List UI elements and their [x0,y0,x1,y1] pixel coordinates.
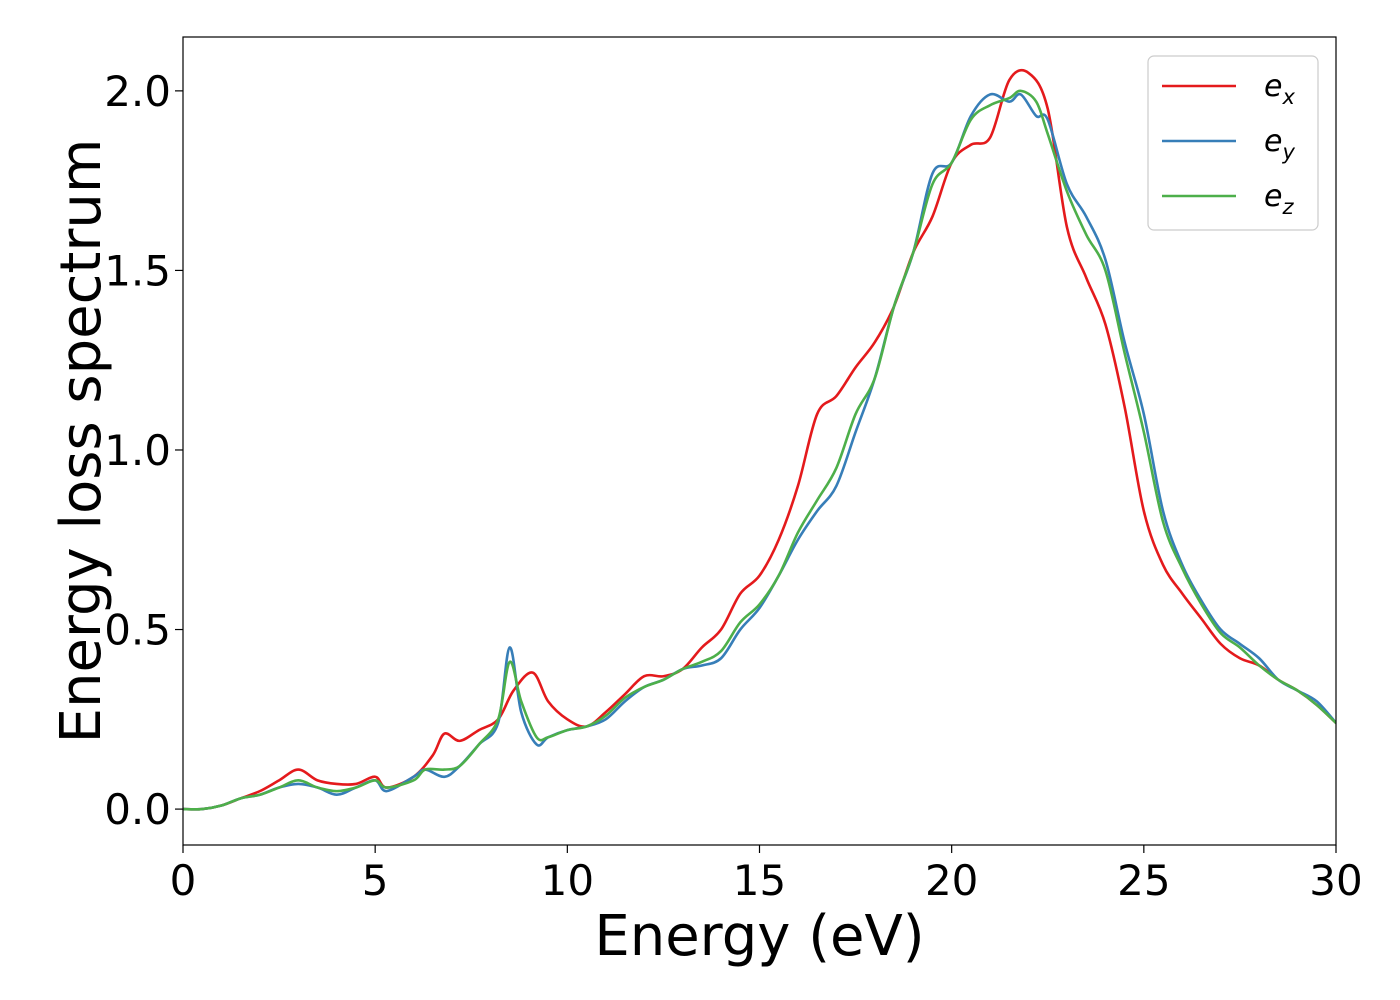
y-axis-title: Energy loss spectrum [49,139,114,744]
legend-label-ex: ex [1264,69,1295,109]
x-tick-label: 15 [733,856,786,905]
x-axis-title: Energy (eV) [594,904,924,969]
legend-subscript: y [1281,140,1295,164]
y-tick-label: 0.5 [104,606,171,655]
x-tick-label: 10 [541,856,594,905]
legend-subscript: z [1281,195,1294,219]
y-tick-label: 1.0 [104,426,171,475]
legend-box [1147,55,1319,231]
x-axis-ticks: 0 5 10 15 20 25 30 [170,845,1363,905]
x-tick-label: 5 [362,856,389,905]
x-tick-label: 0 [170,856,197,905]
y-tick-label: 1.5 [104,246,171,295]
x-tick-label: 25 [1117,856,1170,905]
x-tick-label: 20 [925,856,978,905]
series-line-ez [183,89,1336,811]
y-tick-label: 0.0 [104,785,171,834]
legend-subscript: x [1281,85,1295,109]
y-tick-label: 2.0 [104,67,171,116]
legend-label-ey: ey [1264,124,1295,164]
series-layer [183,68,1336,811]
series-line-ex [183,68,1336,811]
x-tick-label: 30 [1309,856,1362,905]
series-line-ey [183,92,1336,811]
y-axis-ticks: 0.0 0.5 1.0 1.5 2.0 [104,67,183,834]
